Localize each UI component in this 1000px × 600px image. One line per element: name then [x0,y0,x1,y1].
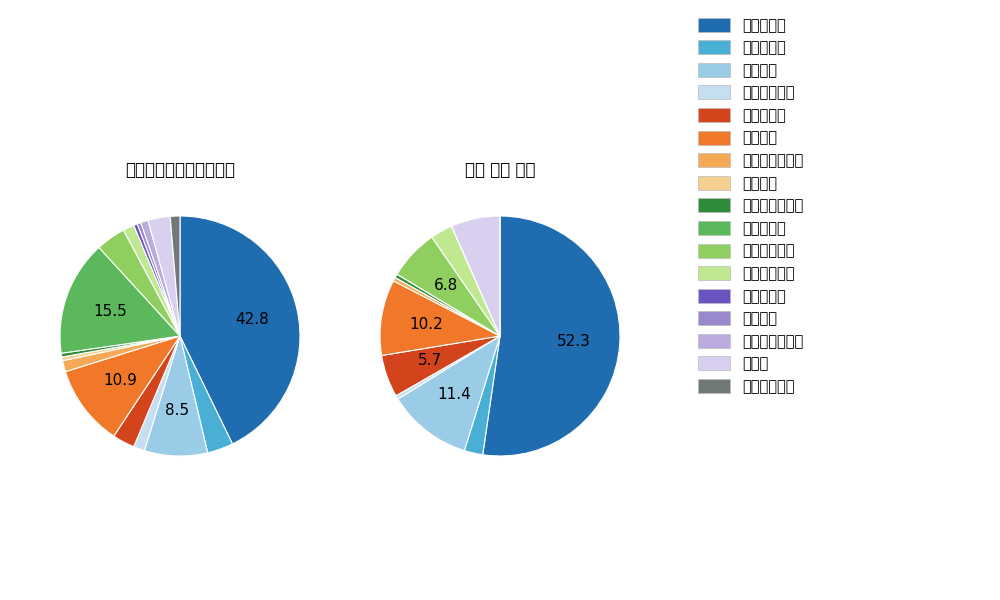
Wedge shape [63,336,180,371]
Wedge shape [148,217,180,336]
Text: 15.5: 15.5 [93,304,127,319]
Wedge shape [483,216,620,456]
Wedge shape [141,220,180,336]
Wedge shape [452,226,500,336]
Wedge shape [134,224,180,336]
Text: 8.5: 8.5 [165,403,189,418]
Wedge shape [393,278,500,336]
Wedge shape [452,216,500,336]
Title: 角中 勝也 選手: 角中 勝也 選手 [465,161,535,179]
Wedge shape [180,336,232,453]
Text: 10.2: 10.2 [410,317,443,332]
Wedge shape [60,247,180,353]
Wedge shape [180,216,300,444]
Wedge shape [62,336,180,361]
Wedge shape [380,281,500,356]
Text: 6.8: 6.8 [434,278,458,293]
Wedge shape [395,278,500,336]
Wedge shape [452,226,500,336]
Wedge shape [452,226,500,336]
Wedge shape [464,336,500,455]
Legend: ストレート, ツーシーム, シュート, カットボール, スプリット, フォーク, チェンジアップ, シンカー, 高速スライダー, スライダー, 縦スライダー, : ストレート, ツーシーム, シュート, カットボール, スプリット, フォーク,… [694,13,808,398]
Wedge shape [137,223,180,336]
Text: 5.7: 5.7 [418,353,442,368]
Wedge shape [170,216,180,336]
Wedge shape [397,237,500,336]
Wedge shape [134,336,180,451]
Text: 11.4: 11.4 [438,387,471,402]
Wedge shape [124,225,180,336]
Wedge shape [99,230,180,336]
Wedge shape [65,336,180,436]
Text: 10.9: 10.9 [104,373,137,388]
Wedge shape [114,336,180,447]
Wedge shape [398,336,500,451]
Text: 52.3: 52.3 [557,334,591,349]
Wedge shape [432,226,500,336]
Wedge shape [396,336,500,399]
Wedge shape [382,336,500,396]
Wedge shape [397,274,500,336]
Wedge shape [395,274,500,336]
Title: パ・リーグ全プレイヤー: パ・リーグ全プレイヤー [125,161,235,179]
Wedge shape [144,336,208,456]
Text: 42.8: 42.8 [236,312,269,327]
Wedge shape [61,336,180,357]
